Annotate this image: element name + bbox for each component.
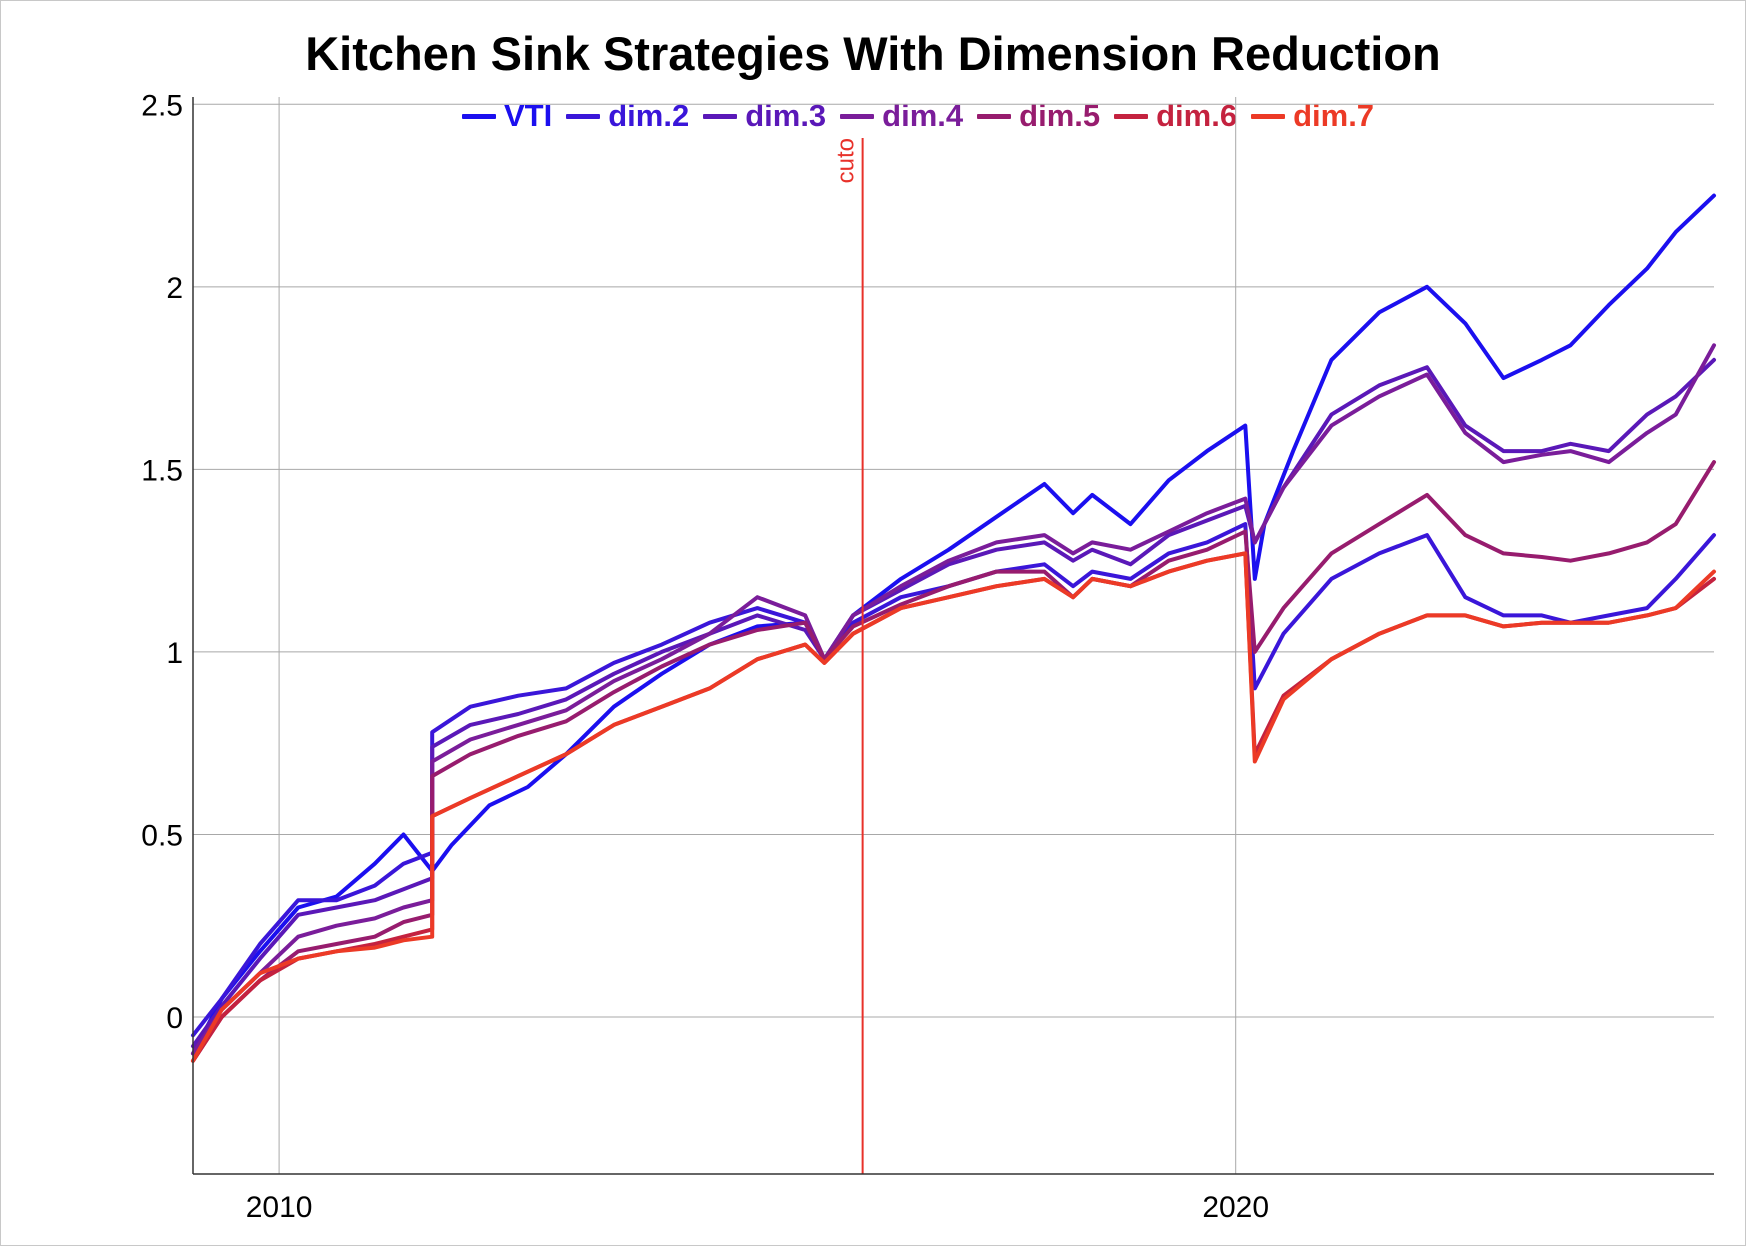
legend-swatch [566, 113, 601, 119]
cutoff-label: cuto [833, 138, 860, 183]
series-line-dim-5 [191, 460, 1716, 1063]
y-tick-label: 1 [166, 637, 183, 670]
axis-layer [192, 97, 1714, 1175]
grid-layer [193, 97, 1714, 1174]
series-line-dim-7 [191, 551, 1716, 1063]
legend-swatch [1114, 113, 1149, 119]
legend-swatch [977, 113, 1012, 119]
series-line-dim-3 [191, 357, 1716, 1049]
y-tick-label: 0.5 [141, 819, 183, 852]
chart-title: Kitchen Sink Strategies With Dimension R… [305, 27, 1441, 80]
annotation-layer: cuto [833, 138, 864, 1174]
tick-layer: 0 0.5 1 1.5 2 2.5 2010 2020 [141, 89, 1269, 1224]
legend-swatch [840, 113, 875, 119]
series-line-dim-4 [191, 343, 1716, 1056]
y-tick-label: 2 [166, 272, 183, 305]
series-line-dim-6 [191, 551, 1716, 1063]
x-tick-label: 2020 [1202, 1191, 1269, 1224]
y-tick-label: 0 [166, 1002, 183, 1035]
legend-swatch [462, 113, 496, 119]
series-line-dim-2 [191, 522, 1716, 1038]
series-layer [191, 193, 1716, 1063]
y-tick-label: 1.5 [141, 454, 183, 487]
series-line-vti [191, 193, 1716, 1056]
legend-swatch [1251, 113, 1286, 119]
x-tick-label: 2010 [246, 1191, 313, 1224]
y-tick-label: 2.5 [141, 89, 183, 122]
legend-swatch [703, 113, 738, 119]
